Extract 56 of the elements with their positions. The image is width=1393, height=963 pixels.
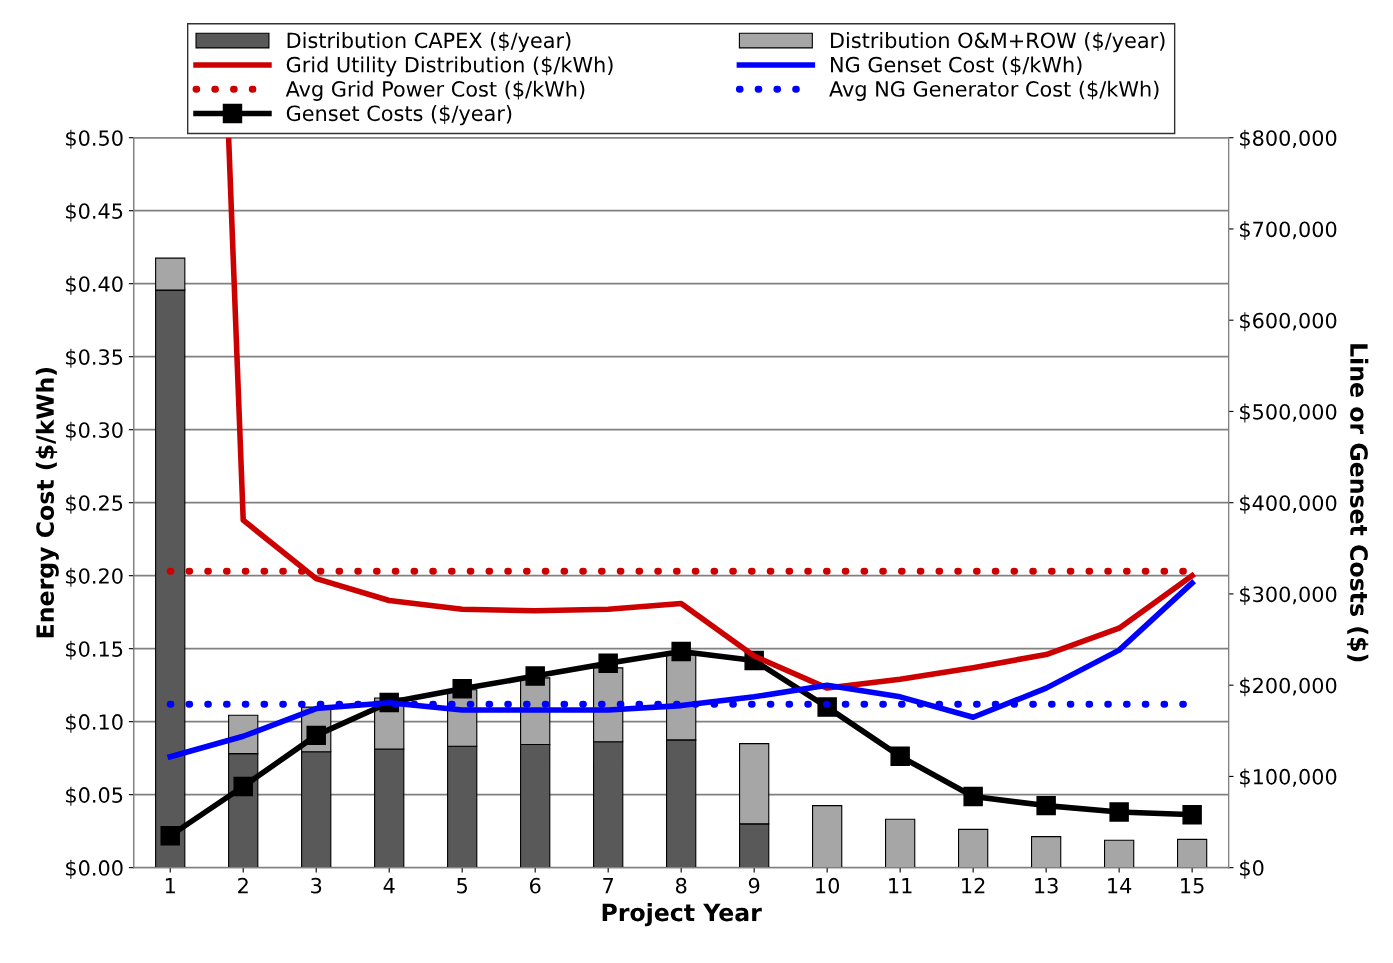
legend-label: Avg NG Generator Cost ($/kWh) [829,80,1159,101]
x-tick-label: 13 [1035,877,1058,894]
x-tick-label: 8 [675,877,687,894]
point [1109,802,1129,822]
y2-tick-label: $100,000 [1240,768,1337,788]
legend-label: Distribution CAPEX ($/year) [287,32,571,53]
point [1036,795,1056,816]
y-tick-label: $0.00 [66,859,123,879]
x-tick-label: 15 [1181,878,1204,894]
point [671,641,691,662]
x-tick-label: 12 [962,877,985,894]
x-tick-label: 14 [1108,878,1132,894]
y2-tick-label: $500,000 [1240,403,1337,423]
point [963,786,983,807]
point [452,679,472,699]
y-tick-label: $0.20 [66,567,123,587]
y-tick-label: $0.40 [66,275,123,295]
y-axis-title: Energy Cost ($/kWh) [35,368,59,638]
point [525,666,545,686]
point [160,826,180,846]
x-tick-label: 9 [748,877,760,894]
y-tick-label: $0.45 [66,202,123,222]
y-tick-label: $0.15 [66,640,123,660]
x-tick-label: 2 [238,877,248,894]
x-tick-label: 3 [311,877,322,894]
y2-tick-label: $200,000 [1240,677,1337,697]
x-tick-label: 6 [530,877,541,894]
y-tick-label: $0.35 [66,348,123,368]
legend-label: NG Genset Cost ($/kWh) [831,56,1082,76]
y-tick-label: $0.25 [66,494,123,514]
y-tick-label: $0.05 [66,786,123,806]
legend-label: Distribution O&M+ROW ($/year) [831,32,1165,53]
y2-tick-label: $400,000 [1240,494,1337,514]
x-tick-label: 4 [383,878,395,894]
y2-tick-label: $800,000 [1240,129,1337,149]
legend-label: Avg Grid Power Cost ($/kWh) [285,80,585,101]
x-tick-label: 7 [603,878,614,894]
y2-tick-label: $300,000 [1240,586,1337,605]
x-axis-title: Project Year [602,903,762,927]
point [598,653,618,673]
y2-axis-title: Line or Genset Costs ($) [1346,344,1369,662]
point [1182,805,1202,825]
x-tick-label: 11 [889,878,912,894]
y-tick-label: $0.50 [66,129,123,149]
y2-tick-label: $700,000 [1240,221,1337,240]
legend-label: Grid Utility Distribution ($/kWh) [286,56,613,77]
x-tick-label: 5 [457,878,468,894]
legend-label: Genset Costs ($/year) [286,105,512,126]
point [233,776,253,797]
x-tick-label: 10 [816,877,840,894]
point [890,746,910,767]
y-tick-label: $0.30 [66,421,123,441]
y2-tick-label: $600,000 [1240,312,1337,332]
y-tick-label: $0.10 [66,713,123,733]
y2-tick-label: $0 [1240,859,1264,879]
x-tick-label: 1 [165,878,175,894]
